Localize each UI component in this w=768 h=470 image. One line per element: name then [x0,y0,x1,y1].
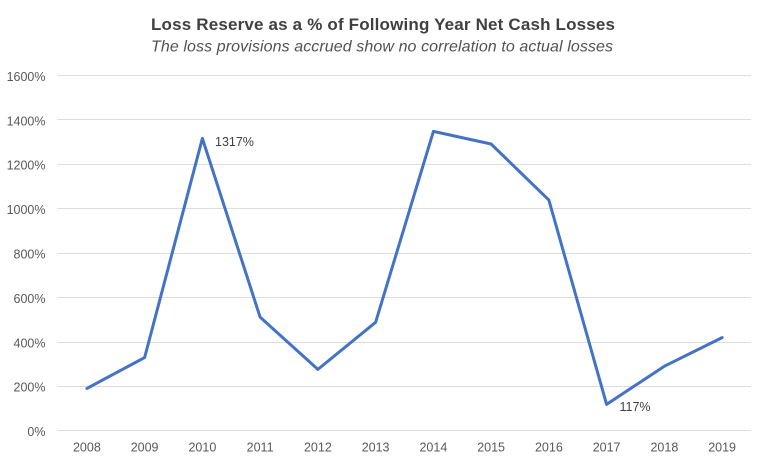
svg-text:1200%: 1200% [7,159,46,173]
svg-text:117%: 117% [620,400,651,414]
svg-text:1000%: 1000% [7,203,46,217]
svg-text:2008: 2008 [73,440,101,454]
svg-text:1317%: 1317% [215,135,254,149]
svg-text:2013: 2013 [362,440,390,454]
svg-text:2015: 2015 [477,440,505,454]
svg-text:800%: 800% [14,248,46,262]
svg-text:1600%: 1600% [7,70,46,84]
svg-text:400%: 400% [14,336,46,350]
svg-text:2009: 2009 [131,440,159,454]
svg-text:2018: 2018 [650,440,678,454]
svg-text:2011: 2011 [247,440,274,454]
svg-text:2019: 2019 [708,440,736,454]
svg-text:1400%: 1400% [7,114,46,128]
svg-text:Loss Reserve as a % of Followi: Loss Reserve as a % of Following Year Ne… [151,15,615,34]
svg-text:600%: 600% [14,292,46,306]
svg-text:0%: 0% [27,425,45,439]
svg-text:2016: 2016 [535,440,563,454]
svg-text:200%: 200% [14,381,46,395]
svg-text:The loss provisions accrued sh: The loss provisions accrued show no corr… [151,39,613,56]
svg-text:2010: 2010 [188,440,216,454]
svg-text:2014: 2014 [419,440,447,454]
svg-text:2017: 2017 [593,440,621,454]
svg-text:2012: 2012 [304,440,332,454]
